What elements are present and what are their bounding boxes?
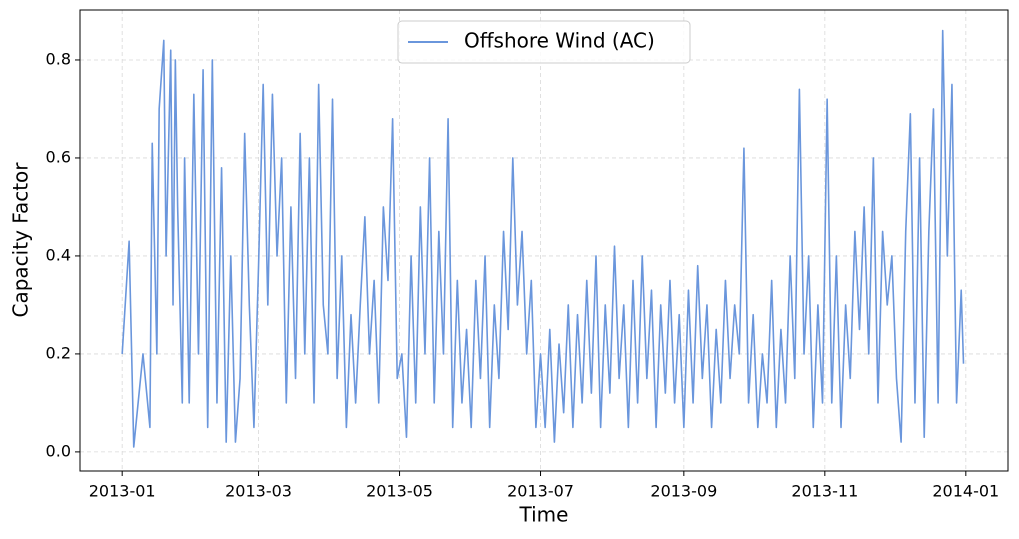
plot-frame xyxy=(79,9,1009,472)
y-tick-label: 0.2 xyxy=(46,343,71,362)
y-tick-label: 0.6 xyxy=(46,147,71,166)
y-tick-label: 0.0 xyxy=(46,441,71,460)
legend-frame xyxy=(397,20,691,64)
x-tick-label: 2013-07 xyxy=(507,482,574,501)
x-axis-label: Time xyxy=(519,503,569,527)
x-tick-label: 2013-05 xyxy=(366,482,433,501)
series-line xyxy=(121,29,965,448)
legend: Offshore Wind (AC) xyxy=(397,20,691,64)
x-tick-label: 2013-01 xyxy=(89,482,156,501)
y-tick-label: 0.4 xyxy=(46,245,71,264)
x-tick-label: 2014-01 xyxy=(932,482,999,501)
y-axis-label: Capacity Factor xyxy=(9,162,33,318)
legend-label: Offshore Wind (AC) xyxy=(464,29,655,53)
x-tick-label: 2013-11 xyxy=(791,482,858,501)
x-tick-label: 2013-03 xyxy=(225,482,292,501)
x-tick-label: 2013-09 xyxy=(650,482,717,501)
y-tick-label: 0.8 xyxy=(46,49,71,68)
